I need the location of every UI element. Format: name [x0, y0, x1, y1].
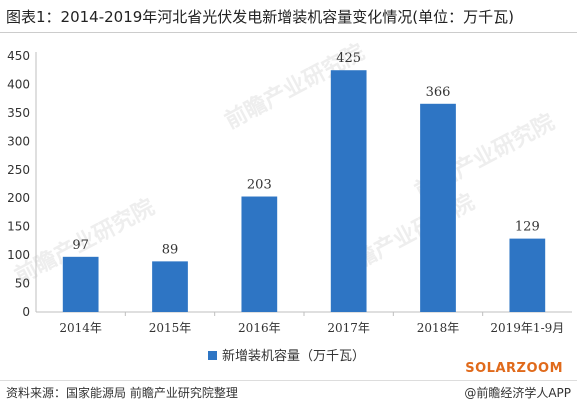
- y-tick-label: 50: [15, 277, 30, 291]
- brand-credit: @前瞻经济学人APP: [464, 386, 571, 400]
- solarzoom-logo: SOLARZOOM: [465, 361, 563, 376]
- bar-1: [62, 256, 99, 312]
- x-tick-label: 2019年1-9月: [490, 321, 564, 335]
- source-note: 资料来源：国家能源局 前瞻产业研究院整理: [6, 386, 238, 400]
- bar-6: [509, 238, 546, 312]
- data-label: 89: [162, 242, 179, 257]
- bar-4: [330, 70, 367, 312]
- y-tick-label: 0: [22, 305, 30, 319]
- x-tick-label: 2016年: [238, 321, 281, 335]
- y-tick-label: 300: [7, 134, 30, 148]
- y-tick-label: 450: [7, 49, 30, 63]
- data-label: 203: [247, 178, 272, 193]
- y-tick-label: 100: [7, 248, 30, 262]
- data-label: 129: [515, 220, 540, 235]
- data-label: 97: [72, 238, 89, 253]
- bar-5: [420, 103, 456, 312]
- legend-label: 新增装机容量（万千瓦）: [222, 348, 365, 364]
- x-tick-label: 2018年: [417, 321, 460, 335]
- x-tick-label: 2014年: [59, 321, 102, 335]
- y-tick-label: 200: [7, 191, 30, 205]
- y-tick-label: 150: [7, 220, 30, 234]
- legend-swatch: [208, 351, 217, 360]
- data-label: 366: [426, 85, 451, 100]
- chart-title: 图表1：2014-2019年河北省光伏发电新增装机容量变化情况(单位：万千瓦): [6, 8, 515, 26]
- title-divider: [0, 32, 577, 33]
- y-tick-label: 400: [7, 77, 30, 91]
- data-label: 425: [336, 51, 361, 66]
- bar-3: [241, 196, 278, 312]
- x-tick-label: 2017年: [327, 321, 370, 335]
- y-tick-label: 350: [7, 106, 30, 120]
- footer-divider: [0, 380, 577, 381]
- chart-area: 前瞻产业研究院 前瞻产业研究院 前瞻产业研究院 前瞻产业研究院 0 50 100 150 200…: [0, 34, 577, 378]
- x-tick-label: 2015年: [149, 321, 192, 335]
- bar-2: [152, 261, 188, 312]
- y-tick-label: 250: [7, 163, 30, 177]
